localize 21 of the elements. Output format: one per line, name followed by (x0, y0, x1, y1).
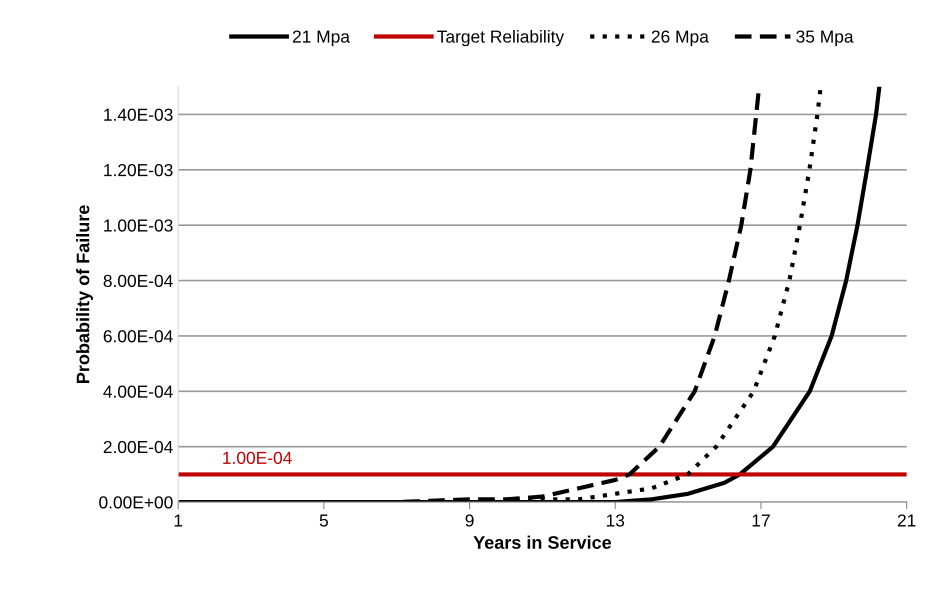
y-tick-label: 2.00E-04 (104, 440, 173, 454)
annotation: 1.00E-04 (223, 452, 292, 464)
y-axis-title: Probability of Failure (76, 205, 93, 383)
legend-label: 26 Mpa (652, 30, 709, 46)
legend-label: Target Reliability (437, 30, 564, 46)
x-axis-title: Years in Service (473, 536, 612, 549)
y-tick-label: 1.40E-03 (104, 108, 173, 121)
x-tick-label: 5 (320, 514, 328, 527)
y-tick-label: 1.00E-03 (104, 219, 173, 232)
x-tick-label: 21 (898, 514, 916, 526)
legend-label: 35 Mpa (796, 30, 854, 46)
x-tick-label: 1 (174, 514, 182, 526)
x-tick-label: 9 (466, 514, 474, 527)
y-tick-label: 6.00E-04 (104, 330, 173, 342)
x-tick-label: 17 (752, 514, 770, 526)
y-tick-label: 0.00E+00 (99, 496, 173, 509)
y-tick-label: 4.00E-04 (103, 385, 173, 398)
y-tick-label: 8.00E-04 (104, 274, 173, 288)
x-tick-label: 13 (606, 514, 624, 527)
legend-label: 21 Mpa (292, 30, 350, 46)
y-tick-label: 1.20E-03 (104, 164, 173, 176)
